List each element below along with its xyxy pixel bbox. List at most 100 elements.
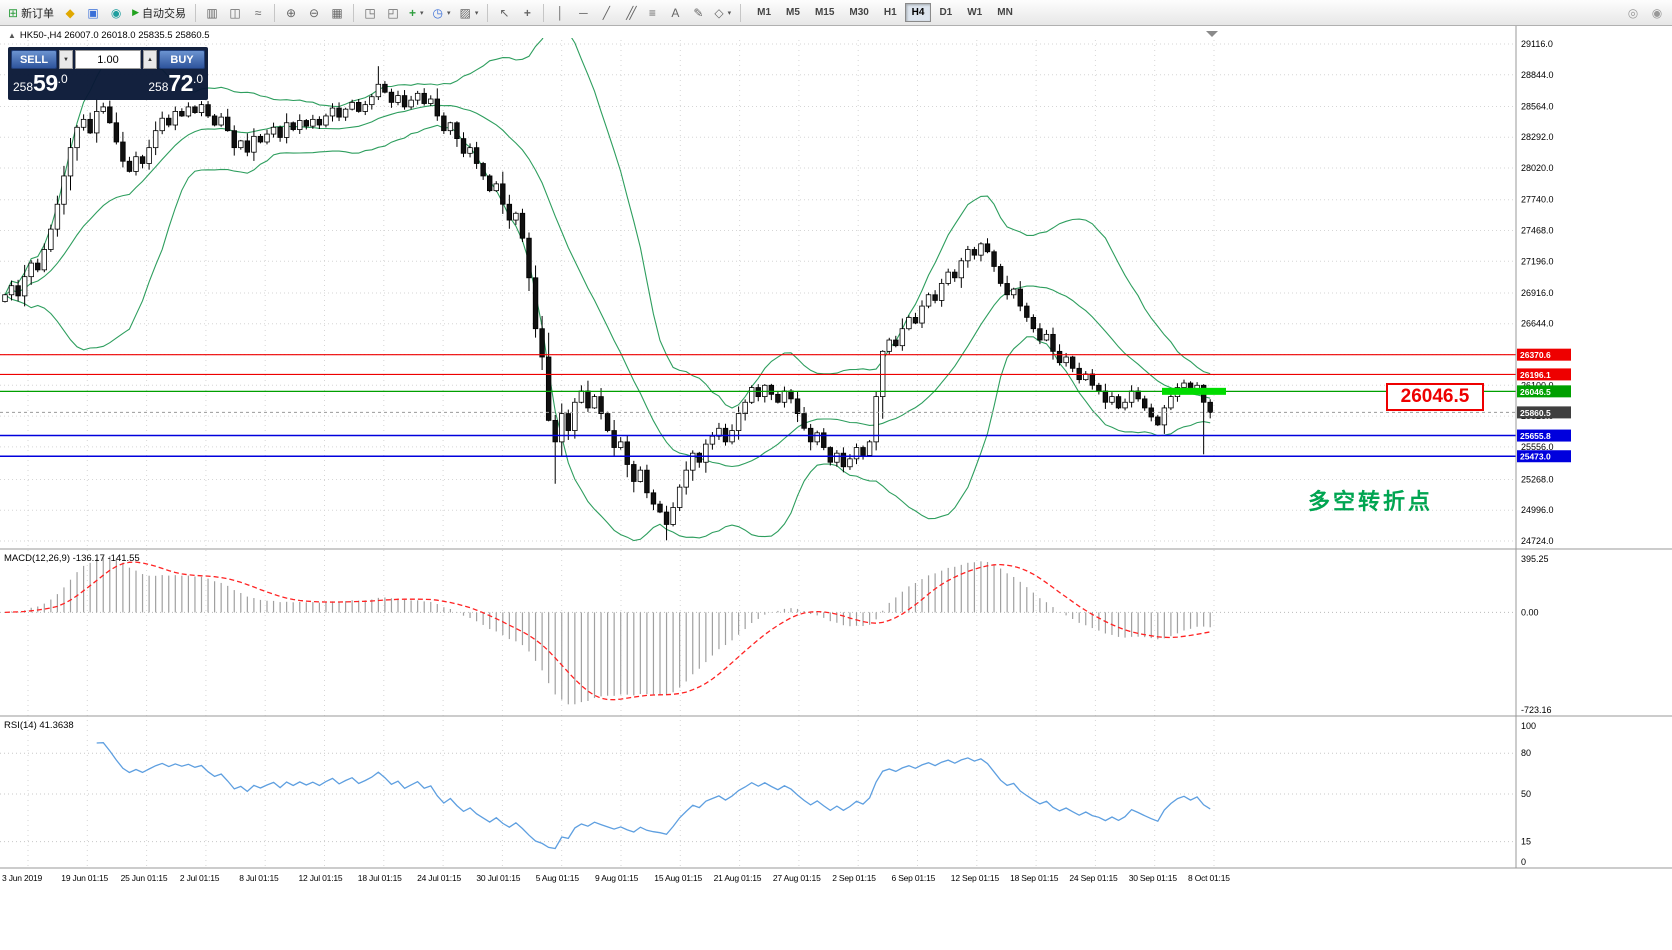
svg-text:0.00: 0.00	[1521, 607, 1539, 617]
shapes-tool-button[interactable]: ◇ ▾	[710, 3, 735, 23]
terminal-button[interactable]: ▣	[82, 3, 104, 23]
date-label: 24 Jul 01:15	[417, 873, 462, 883]
timeframe-w1[interactable]: W1	[960, 3, 989, 22]
bollinger-bands	[4, 38, 1211, 542]
channel-tool-button[interactable]: ╱╱	[618, 3, 640, 23]
sell-price: 25859.0	[13, 70, 68, 96]
cascade-windows-icon: ◰	[387, 5, 399, 20]
grid-button[interactable]: ▦	[326, 3, 348, 23]
fibonacci-tool-button[interactable]: ≡	[641, 3, 663, 23]
svg-text:100: 100	[1521, 721, 1536, 731]
rsi-panel: 100 80 50 15 0	[0, 721, 1536, 867]
new-order-button[interactable]: ⊞ 新订单	[4, 3, 58, 23]
date-label: 8 Jul 01:15	[239, 873, 279, 883]
svg-text:-723.16: -723.16	[1521, 705, 1552, 715]
text-tool-button[interactable]: A	[664, 3, 686, 23]
grab-button[interactable]: ◉	[1646, 3, 1668, 23]
buy-price: 25872.0	[148, 70, 203, 96]
zoom-out-button[interactable]: ⊖	[303, 3, 325, 23]
symbol-ohlc-text: HK50-,H4 26007.0 26018.0 25835.5 25860.5	[19, 30, 210, 41]
metaeditor-icon: ◆	[65, 5, 75, 20]
date-label: 25 Jun 01:15	[120, 873, 168, 883]
svg-text:25268.0: 25268.0	[1521, 474, 1554, 484]
timeframe-m5[interactable]: M5	[779, 3, 807, 22]
volume-input[interactable]	[75, 50, 141, 69]
horizontal-line-tool-button[interactable]: ─	[572, 3, 594, 23]
price-tag: 25473.0	[1517, 450, 1571, 463]
time-axis[interactable]: 3 Jun 2019 19 Jun 01:15 25 Jun 01:15 2 Jul …	[0, 871, 1516, 887]
timeframe-h4[interactable]: H4	[904, 3, 932, 22]
template-button[interactable]: ▨ ▾	[456, 3, 483, 23]
bar-chart-button[interactable]: ▥	[201, 3, 223, 23]
price-level-callout[interactable]: 26046.5	[1386, 383, 1484, 411]
timeframe-d1[interactable]: D1	[932, 3, 959, 22]
highlight-segment[interactable]	[1162, 387, 1226, 395]
macd-signal-line	[4, 561, 1211, 701]
chart-shift-marker[interactable]	[1206, 31, 1218, 37]
date-label: 12 Sep 01:15	[950, 873, 999, 883]
market-watch-button[interactable]: ◉	[105, 3, 127, 23]
volume-decrease-button[interactable]: ▼	[59, 50, 73, 69]
toolbar-separator	[543, 3, 545, 22]
date-label: 18 Sep 01:15	[1010, 873, 1059, 883]
svg-text:26644.0: 26644.0	[1521, 319, 1554, 329]
timeframe-m1[interactable]: M1	[750, 3, 778, 22]
svg-text:25655.8: 25655.8	[1520, 431, 1551, 441]
indicators-button[interactable]: + ▾	[405, 3, 428, 23]
price-tag: 26196.1	[1517, 368, 1571, 381]
date-label: 30 Jul 01:15	[476, 873, 521, 883]
one-click-collapse-icon[interactable]: ▲	[8, 31, 16, 40]
date-label: 3 Jun 2019	[2, 873, 43, 883]
price-axis[interactable]: 29116.0 28844.0 28564.0 28292.0 28020.0 27740…	[1521, 39, 1554, 546]
chart-window[interactable]: 29116.0 28844.0 28564.0 28292.0 28020.0 27740…	[0, 26, 1672, 950]
text-tool-icon: A	[671, 5, 680, 20]
candlestick-chart-icon: ◫	[229, 5, 241, 20]
candles	[2, 66, 1213, 541]
cursor-tool-button[interactable]: ↖	[493, 3, 515, 23]
candlestick-chart-button[interactable]: ◫	[224, 3, 246, 23]
search-button[interactable]: ◎	[1622, 3, 1644, 23]
svg-text:28020.0: 28020.0	[1521, 163, 1554, 173]
date-label: 6 Sep 01:15	[891, 873, 936, 883]
macd-label: MACD(12,26,9) -136.17 -141.55	[4, 553, 140, 564]
vertical-line-tool-button[interactable]: │	[549, 3, 571, 23]
svg-text:28292.0: 28292.0	[1521, 132, 1554, 142]
metaeditor-button[interactable]: ◆	[59, 3, 81, 23]
trendline-icon: ╱	[602, 5, 610, 20]
price-tag: 25655.8	[1517, 429, 1571, 442]
timeframe-h1[interactable]: H1	[877, 3, 904, 22]
price-tag: 26370.6	[1517, 348, 1571, 361]
periods-button[interactable]: ◷ ▾	[429, 3, 455, 23]
autotrading-button[interactable]: ▶ 自动交易	[128, 3, 190, 23]
timeframe-mn[interactable]: MN	[990, 3, 1020, 22]
svg-text:28844.0: 28844.0	[1521, 70, 1554, 80]
buy-button[interactable]: BUY	[159, 50, 205, 69]
trendline-tool-button[interactable]: ╱	[595, 3, 617, 23]
svg-text:27468.0: 27468.0	[1521, 225, 1554, 235]
terminal-icon: ▣	[87, 5, 99, 20]
volume-increase-button[interactable]: ▲	[143, 50, 157, 69]
zoom-in-button[interactable]: ⊕	[280, 3, 302, 23]
line-chart-button[interactable]: ≈	[247, 3, 269, 23]
price-tag: 26046.5	[1517, 385, 1571, 398]
timeframe-m15[interactable]: M15	[808, 3, 841, 22]
panel-dividers[interactable]	[0, 26, 1672, 869]
sell-button[interactable]: SELL	[11, 50, 57, 69]
date-label: 21 Aug 01:15	[713, 873, 762, 883]
crosshair-tool-button[interactable]: +	[516, 3, 538, 23]
svg-text:26196.1: 26196.1	[1520, 370, 1551, 380]
clock-icon: ◷	[432, 5, 443, 20]
annotation-text[interactable]: 多空转折点	[1308, 489, 1434, 514]
svg-text:50: 50	[1521, 789, 1531, 799]
chevron-down-icon: ▾	[420, 9, 424, 17]
cascade-windows-button[interactable]: ◰	[382, 3, 404, 23]
arrows-tool-button[interactable]: ✎	[687, 3, 709, 23]
svg-text:29116.0: 29116.0	[1521, 39, 1553, 49]
svg-text:80: 80	[1521, 748, 1531, 758]
date-label: 27 Aug 01:15	[772, 873, 821, 883]
timeframe-m30[interactable]: M30	[842, 3, 875, 22]
price-chart-canvas[interactable]: 29116.0 28844.0 28564.0 28292.0 28020.0 27740…	[0, 26, 1672, 950]
toolbar-separator	[273, 3, 275, 22]
horizontal-lines[interactable]	[0, 354, 1516, 457]
tile-windows-button[interactable]: ◳	[359, 3, 381, 23]
